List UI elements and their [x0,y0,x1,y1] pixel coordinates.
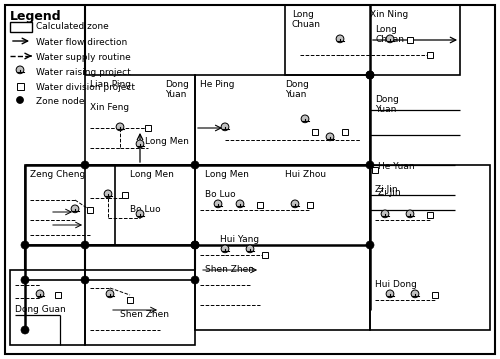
Bar [432,292,438,298]
Circle shape [21,241,29,249]
Text: Xin Feng: Xin Feng [90,103,129,112]
Circle shape [16,66,24,74]
Text: Dong
Yuan: Dong Yuan [165,80,189,99]
Bar [55,292,61,298]
Text: He Ping: He Ping [200,80,234,89]
Circle shape [191,241,199,249]
Bar [16,83,24,89]
Bar [370,165,490,330]
Text: Hui Zhou: Hui Zhou [285,170,326,179]
Circle shape [406,210,414,218]
Text: Hui Dong: Hui Dong [375,280,417,289]
Text: Water supply routine: Water supply routine [36,53,131,62]
Bar [127,297,133,303]
Circle shape [191,241,199,249]
Circle shape [366,161,374,169]
Text: Long Men: Long Men [145,137,189,146]
Circle shape [214,200,222,208]
Circle shape [236,200,244,208]
Circle shape [366,241,374,249]
Circle shape [191,161,199,169]
Circle shape [81,161,89,169]
Bar [257,202,263,208]
Bar [427,52,433,58]
Text: Xin Ning: Xin Ning [370,10,408,19]
Text: Water raising project: Water raising project [36,68,131,77]
Text: Dong Guan: Dong Guan [15,305,66,314]
Circle shape [366,71,374,79]
Circle shape [191,276,199,284]
Circle shape [36,290,44,298]
Circle shape [104,190,112,198]
Text: Water flow direction: Water flow direction [36,38,127,47]
Bar [407,37,413,43]
Text: Long
Chuan: Long Chuan [292,10,321,29]
Text: Zi Jin: Zi Jin [375,185,398,194]
Bar [85,270,195,345]
Bar [307,202,313,208]
Bar [122,192,128,198]
Bar [342,129,348,135]
Circle shape [71,205,79,213]
Bar [85,165,195,245]
Circle shape [381,210,389,218]
Bar [145,125,151,131]
Bar [10,270,85,345]
Bar [25,165,115,245]
Bar [372,167,378,173]
Circle shape [386,290,394,298]
Bar [10,22,32,32]
Text: Dong
Yuan: Dong Yuan [375,95,399,115]
Circle shape [81,276,89,284]
Bar [87,207,93,213]
Bar [195,75,370,165]
Text: Bo Luo: Bo Luo [130,205,160,214]
Text: Long Men: Long Men [130,170,174,179]
Text: Zeng Cheng: Zeng Cheng [30,170,85,179]
Circle shape [136,210,144,218]
Circle shape [246,245,254,253]
Bar [312,129,318,135]
Bar [427,212,433,218]
Bar [85,75,195,165]
Circle shape [81,241,89,249]
Text: Long
Chuan: Long Chuan [375,25,404,45]
Text: Shen Zhen: Shen Zhen [205,265,254,274]
Text: Zone node: Zone node [36,97,84,106]
Circle shape [291,200,299,208]
Text: Lian Ping: Lian Ping [90,80,131,89]
Text: Shen Zhen: Shen Zhen [120,310,169,319]
Circle shape [21,276,29,284]
Bar [195,165,370,330]
Text: Zi Jin: Zi Jin [378,188,400,197]
Circle shape [336,35,344,43]
Circle shape [221,123,229,131]
Bar [285,5,460,75]
Text: Bo Luo: Bo Luo [205,190,236,199]
Text: Legend: Legend [10,10,62,23]
Circle shape [21,326,29,334]
Circle shape [221,245,229,253]
Circle shape [16,97,24,103]
Circle shape [106,290,114,298]
Text: He Yuan: He Yuan [378,162,414,171]
Text: Hui Yang: Hui Yang [220,235,259,244]
Circle shape [136,140,144,148]
Text: Calculated zone: Calculated zone [36,22,109,31]
Circle shape [411,290,419,298]
Text: Water division project: Water division project [36,83,135,92]
Text: Long Men: Long Men [205,170,249,179]
Bar [262,252,268,258]
Circle shape [326,133,334,141]
Circle shape [116,123,124,131]
Circle shape [301,115,309,123]
Text: Dong
Yuan: Dong Yuan [285,80,309,99]
Circle shape [366,71,374,79]
Circle shape [386,35,394,43]
